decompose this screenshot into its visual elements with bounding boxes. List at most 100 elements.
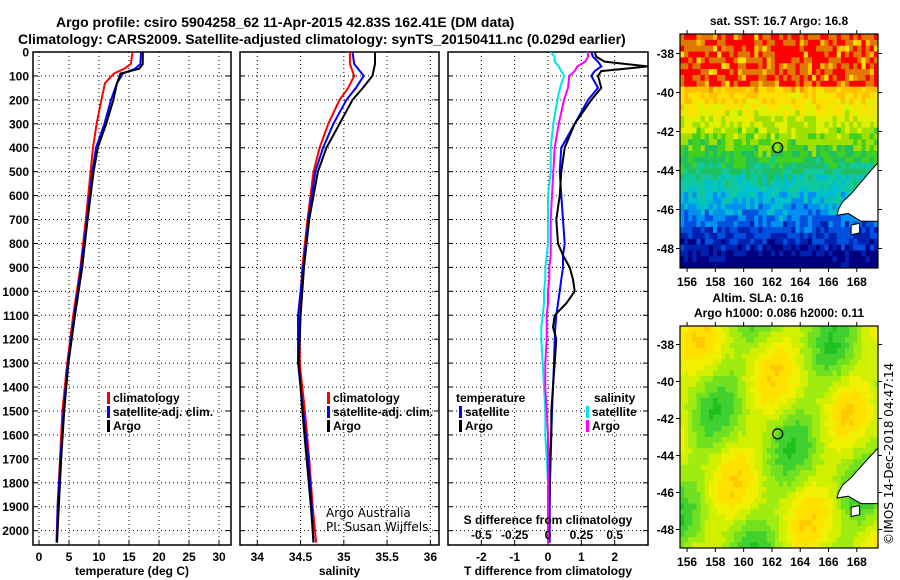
map-cell: [754, 437, 759, 443]
map-cell: [774, 375, 780, 382]
map-cell: [828, 437, 834, 443]
map-cell: [824, 448, 829, 455]
map-cell: [696, 139, 702, 146]
map-cell: [733, 57, 739, 64]
map-cell: [787, 197, 792, 205]
map-cell: [721, 57, 726, 64]
map-cell: [849, 34, 854, 41]
map-cell: [807, 381, 813, 388]
map-cells: [680, 34, 879, 269]
figure-title-line1: Argo profile: csiro 5904258_62 11-Apr-20…: [56, 14, 514, 30]
map-cell: [783, 92, 788, 99]
map-cell: [873, 98, 879, 105]
map-cell: [708, 370, 714, 377]
map-cell: [750, 121, 755, 128]
map-cell: [816, 448, 821, 455]
map-cell: [692, 353, 697, 360]
map-cell: [812, 509, 817, 516]
map-cell: [845, 453, 850, 460]
x-axis-label: temperature (deg C): [75, 564, 189, 578]
y-tick-label: 100: [9, 69, 29, 83]
map-cell: [696, 221, 702, 228]
map-cell: [733, 168, 739, 175]
map-cell: [754, 453, 759, 460]
map-cell: [754, 375, 759, 382]
map-cell: [853, 370, 858, 377]
map-cell: [725, 509, 730, 516]
map-cell: [849, 186, 854, 193]
map-cell: [774, 353, 780, 360]
map-cell: [795, 151, 801, 158]
map-cell: [717, 425, 722, 432]
map-cell: [799, 139, 805, 146]
map-cell: [746, 121, 751, 128]
map-cell: [770, 381, 776, 388]
map-cell: [807, 121, 813, 128]
map-cell: [787, 221, 792, 228]
map-cell: [795, 420, 801, 427]
map-cell: [824, 509, 829, 516]
map-cell: [869, 256, 875, 263]
map-cell: [762, 168, 768, 175]
map-cell: [865, 86, 871, 93]
map-cell: [787, 481, 792, 488]
map-cell: [766, 492, 772, 499]
map-cell: [845, 503, 850, 510]
map-cell: [754, 431, 759, 438]
map-cell: [828, 431, 834, 438]
map-cell: [816, 353, 821, 360]
map-cell: [762, 127, 768, 134]
map-cell: [840, 520, 846, 527]
map-cell: [770, 186, 776, 193]
map-cell: [779, 197, 784, 205]
y-tick-label: 1000: [2, 285, 29, 299]
map-cell: [713, 520, 718, 527]
map-cell: [700, 180, 706, 187]
map-cell: [746, 191, 751, 199]
map-cell: [746, 464, 751, 471]
map-cell: [700, 437, 706, 443]
map-cell: [845, 470, 850, 477]
map-cell: [774, 168, 780, 175]
map-cell: [729, 342, 735, 349]
map-cell: [836, 375, 842, 382]
map-cell: [688, 481, 693, 488]
map-cell: [836, 498, 842, 504]
map-cell: [750, 470, 755, 477]
map-cell: [774, 536, 780, 543]
map-cell: [787, 57, 792, 64]
map-cell: [770, 63, 776, 70]
map-cell: [754, 209, 759, 216]
map-cell: [758, 69, 763, 76]
map-cell: [684, 492, 689, 499]
map-cell: [684, 381, 689, 388]
map-cell: [791, 151, 796, 158]
map-cell: [799, 525, 805, 532]
map-cell: [820, 180, 825, 187]
map-cell: [680, 232, 685, 240]
map-cell: [832, 180, 838, 187]
map-cell: [803, 98, 809, 105]
lat-tick-label: -48: [657, 242, 675, 256]
map-cell: [799, 364, 805, 371]
map-cell: [845, 45, 850, 52]
map-cell: [704, 348, 710, 355]
map-cell: [774, 420, 780, 427]
map-cell: [692, 244, 697, 251]
map-cell: [708, 442, 714, 449]
map-cell: [766, 162, 772, 169]
map-cell: [704, 464, 710, 471]
map-cell: [812, 520, 817, 527]
map-cell: [700, 69, 706, 76]
map-cell: [840, 115, 846, 123]
map-cell: [828, 127, 834, 134]
map-cell: [741, 348, 747, 355]
map-cell: [684, 145, 689, 152]
map-cell: [733, 326, 739, 332]
map-cell: [713, 348, 718, 355]
map-cell: [700, 520, 706, 527]
map-cell: [762, 326, 768, 332]
map-cell: [762, 92, 768, 99]
map-cell: [717, 86, 722, 93]
map-cell: [758, 503, 763, 510]
